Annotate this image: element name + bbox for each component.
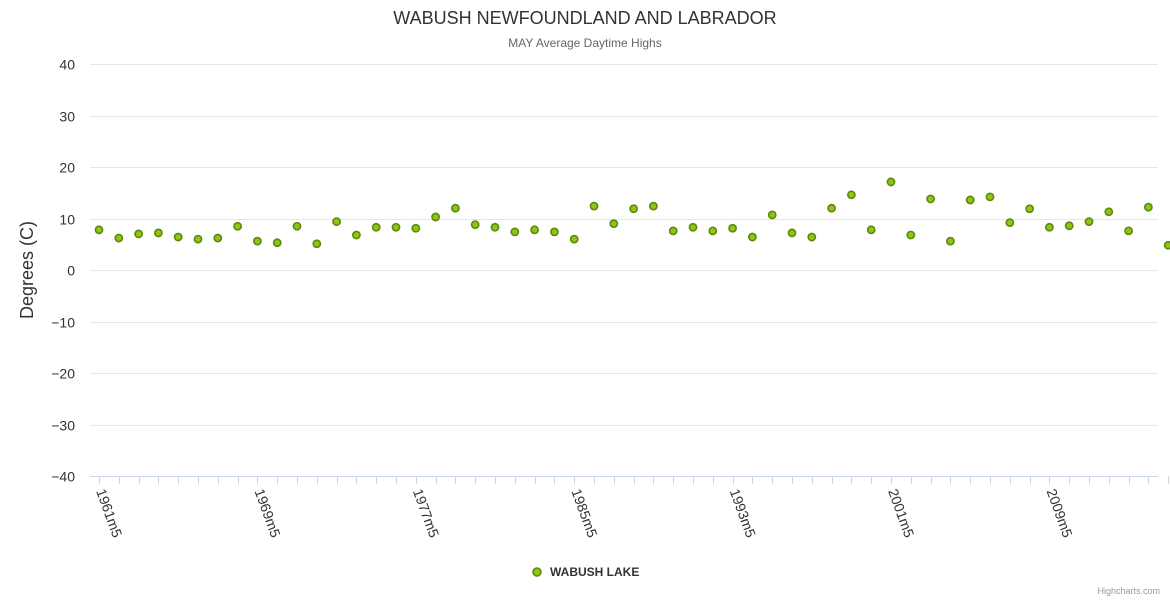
y-axis-label: Degrees (C): [17, 221, 37, 319]
data-point[interactable]: [530, 225, 539, 235]
data-points: [94, 177, 1170, 250]
data-point[interactable]: [312, 239, 322, 249]
data-point[interactable]: [847, 190, 856, 200]
data-point[interactable]: [510, 227, 520, 237]
data-point[interactable]: [866, 225, 876, 235]
data-point[interactable]: [946, 236, 955, 246]
data-point[interactable]: [371, 222, 381, 232]
data-point[interactable]: [233, 221, 242, 231]
data-point[interactable]: [1124, 226, 1133, 236]
y-tick-label: 20: [59, 160, 75, 176]
x-tick-label: 1977m5: [410, 487, 442, 540]
credits-link[interactable]: Highcharts.com: [1097, 586, 1160, 596]
data-point[interactable]: [1163, 240, 1170, 250]
data-point[interactable]: [213, 233, 223, 243]
data-point[interactable]: [470, 220, 480, 230]
data-point[interactable]: [787, 228, 797, 238]
data-point[interactable]: [134, 229, 143, 239]
data-point[interactable]: [431, 212, 440, 222]
data-point[interactable]: [94, 225, 104, 235]
data-point[interactable]: [411, 223, 421, 233]
data-point[interactable]: [1005, 218, 1015, 228]
data-point[interactable]: [906, 230, 916, 240]
data-point[interactable]: [332, 217, 341, 226]
data-point[interactable]: [886, 177, 896, 187]
data-point[interactable]: [1104, 207, 1114, 217]
data-point[interactable]: [649, 201, 658, 211]
y-tick-label: 40: [59, 57, 75, 73]
y-tick-label: −30: [51, 418, 75, 434]
data-point[interactable]: [450, 203, 460, 213]
x-tick-label: 1985m5: [568, 487, 600, 540]
y-tick-label: −20: [51, 366, 75, 382]
data-point[interactable]: [748, 232, 757, 242]
data-point[interactable]: [827, 203, 836, 213]
data-point[interactable]: [272, 238, 282, 248]
y-tick-label: 10: [59, 212, 75, 228]
data-point[interactable]: [490, 222, 500, 232]
data-point[interactable]: [668, 226, 678, 236]
data-point[interactable]: [728, 223, 737, 233]
data-point[interactable]: [609, 219, 619, 229]
data-point[interactable]: [569, 234, 579, 244]
data-point[interactable]: [767, 210, 777, 220]
data-point[interactable]: [708, 226, 718, 236]
y-ticks: 40 30 20 10 0 −10 −20 −30 −40: [51, 57, 75, 485]
data-point[interactable]: [1064, 221, 1074, 231]
data-point[interactable]: [173, 232, 183, 242]
data-point[interactable]: [1084, 217, 1094, 226]
y-tick-label: −10: [51, 315, 75, 331]
data-point[interactable]: [688, 222, 698, 232]
x-tick-label: 2009m5: [1044, 487, 1076, 540]
data-point[interactable]: [985, 192, 995, 202]
data-point[interactable]: [965, 195, 975, 205]
x-tick-label: 1961m5: [93, 487, 125, 540]
data-point[interactable]: [1144, 202, 1153, 212]
data-point[interactable]: [1045, 222, 1054, 232]
y-tick-label: 0: [67, 263, 75, 279]
data-point[interactable]: [926, 194, 935, 204]
legend[interactable]: WABUSH LAKE: [532, 565, 639, 579]
data-point[interactable]: [252, 236, 262, 246]
data-point[interactable]: [1025, 204, 1034, 214]
grid-layer: [90, 64, 1158, 426]
legend-item-wabush-lake[interactable]: WABUSH LAKE: [550, 565, 639, 579]
x-tick-label: 1969m5: [252, 487, 284, 540]
data-point[interactable]: [807, 232, 817, 242]
x-tick-label: 1993m5: [727, 487, 759, 540]
data-point[interactable]: [114, 233, 124, 243]
data-point[interactable]: [589, 201, 599, 211]
x-tick-label: 2001m5: [885, 487, 917, 540]
data-point[interactable]: [193, 234, 203, 244]
data-point[interactable]: [351, 230, 361, 240]
chart-subtitle: MAY Average Daytime Highs: [508, 36, 661, 50]
y-tick-label: −40: [51, 469, 75, 485]
data-point[interactable]: [391, 222, 401, 232]
legend-symbol: [532, 567, 542, 577]
data-point[interactable]: [153, 228, 163, 238]
data-point[interactable]: [629, 204, 638, 214]
data-point[interactable]: [550, 227, 559, 237]
x-axis: 1961m5 1969m5 1977m5 1985m5 1993m5 2001m5 2009…: [90, 476, 1169, 540]
y-tick-label: 30: [59, 109, 75, 125]
chart-title: WABUSH NEWFOUNDLAND AND LABRADOR: [393, 8, 776, 28]
data-point[interactable]: [292, 221, 302, 231]
